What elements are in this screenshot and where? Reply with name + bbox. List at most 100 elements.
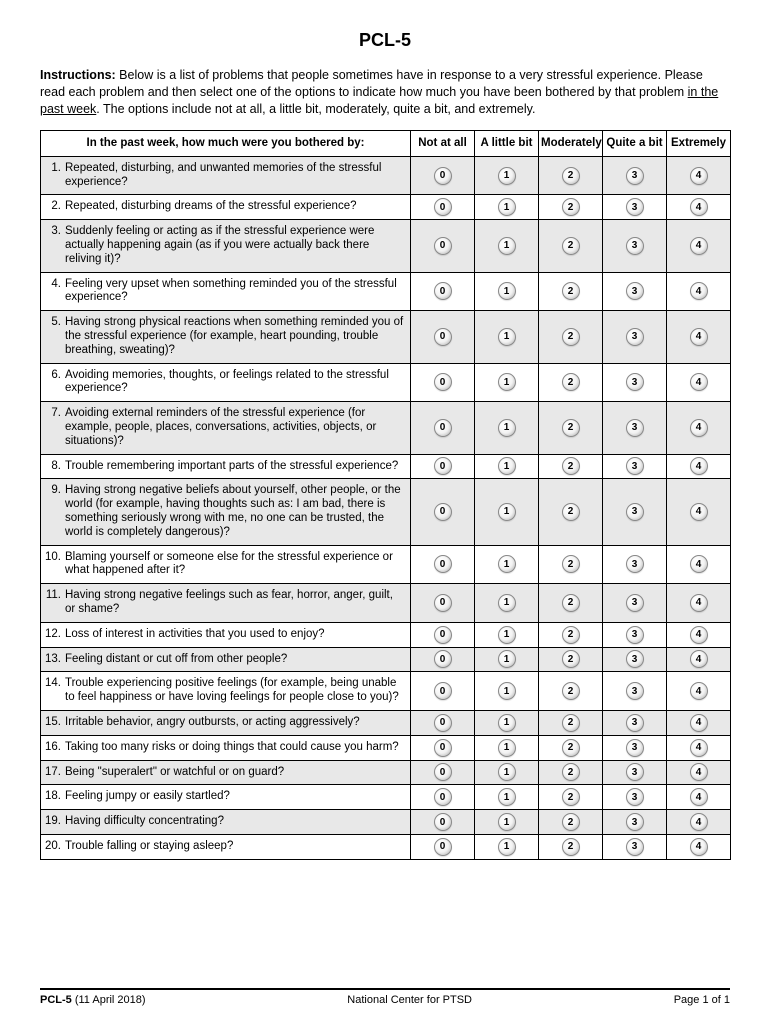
option-bubble-2[interactable]: 2 [562,457,580,475]
option-bubble-4[interactable]: 4 [690,682,708,700]
option-bubble-0[interactable]: 0 [434,788,452,806]
option-bubble-2[interactable]: 2 [562,237,580,255]
option-bubble-2[interactable]: 2 [562,714,580,732]
option-bubble-3[interactable]: 3 [626,328,644,346]
option-bubble-2[interactable]: 2 [562,763,580,781]
option-bubble-4[interactable]: 4 [690,328,708,346]
option-bubble-0[interactable]: 0 [434,594,452,612]
option-bubble-3[interactable]: 3 [626,813,644,831]
option-bubble-2[interactable]: 2 [562,373,580,391]
option-bubble-1[interactable]: 1 [498,714,516,732]
option-bubble-4[interactable]: 4 [690,457,708,475]
option-bubble-0[interactable]: 0 [434,503,452,521]
option-bubble-0[interactable]: 0 [434,838,452,856]
option-bubble-3[interactable]: 3 [626,682,644,700]
option-bubble-1[interactable]: 1 [498,813,516,831]
option-bubble-1[interactable]: 1 [498,739,516,757]
option-bubble-4[interactable]: 4 [690,739,708,757]
option-bubble-3[interactable]: 3 [626,419,644,437]
option-bubble-3[interactable]: 3 [626,714,644,732]
option-bubble-3[interactable]: 3 [626,739,644,757]
option-bubble-3[interactable]: 3 [626,167,644,185]
option-bubble-4[interactable]: 4 [690,788,708,806]
option-bubble-0[interactable]: 0 [434,167,452,185]
option-bubble-3[interactable]: 3 [626,457,644,475]
option-bubble-2[interactable]: 2 [562,503,580,521]
option-bubble-4[interactable]: 4 [690,714,708,732]
option-bubble-1[interactable]: 1 [498,419,516,437]
option-bubble-3[interactable]: 3 [626,198,644,216]
option-bubble-2[interactable]: 2 [562,594,580,612]
option-bubble-4[interactable]: 4 [690,237,708,255]
option-bubble-4[interactable]: 4 [690,763,708,781]
option-bubble-1[interactable]: 1 [498,373,516,391]
option-bubble-3[interactable]: 3 [626,503,644,521]
option-bubble-2[interactable]: 2 [562,788,580,806]
option-bubble-0[interactable]: 0 [434,763,452,781]
option-bubble-3[interactable]: 3 [626,555,644,573]
option-bubble-0[interactable]: 0 [434,373,452,391]
option-bubble-1[interactable]: 1 [498,682,516,700]
option-bubble-2[interactable]: 2 [562,419,580,437]
option-bubble-3[interactable]: 3 [626,650,644,668]
option-bubble-4[interactable]: 4 [690,650,708,668]
option-bubble-1[interactable]: 1 [498,198,516,216]
option-bubble-3[interactable]: 3 [626,626,644,644]
option-bubble-2[interactable]: 2 [562,838,580,856]
option-bubble-4[interactable]: 4 [690,813,708,831]
option-bubble-1[interactable]: 1 [498,626,516,644]
option-bubble-2[interactable]: 2 [562,813,580,831]
option-bubble-4[interactable]: 4 [690,419,708,437]
option-bubble-2[interactable]: 2 [562,198,580,216]
option-bubble-0[interactable]: 0 [434,555,452,573]
option-bubble-0[interactable]: 0 [434,714,452,732]
option-bubble-0[interactable]: 0 [434,198,452,216]
option-bubble-3[interactable]: 3 [626,594,644,612]
option-bubble-1[interactable]: 1 [498,328,516,346]
option-bubble-1[interactable]: 1 [498,503,516,521]
option-bubble-4[interactable]: 4 [690,555,708,573]
option-bubble-0[interactable]: 0 [434,419,452,437]
option-bubble-2[interactable]: 2 [562,328,580,346]
option-bubble-4[interactable]: 4 [690,373,708,391]
option-bubble-3[interactable]: 3 [626,838,644,856]
option-bubble-2[interactable]: 2 [562,626,580,644]
option-bubble-4[interactable]: 4 [690,838,708,856]
option-bubble-0[interactable]: 0 [434,626,452,644]
option-bubble-4[interactable]: 4 [690,503,708,521]
option-bubble-2[interactable]: 2 [562,739,580,757]
option-bubble-2[interactable]: 2 [562,282,580,300]
option-bubble-2[interactable]: 2 [562,167,580,185]
option-bubble-1[interactable]: 1 [498,788,516,806]
option-bubble-2[interactable]: 2 [562,682,580,700]
option-bubble-4[interactable]: 4 [690,594,708,612]
option-bubble-3[interactable]: 3 [626,282,644,300]
option-bubble-1[interactable]: 1 [498,457,516,475]
option-bubble-0[interactable]: 0 [434,682,452,700]
option-bubble-3[interactable]: 3 [626,237,644,255]
option-bubble-0[interactable]: 0 [434,237,452,255]
option-bubble-0[interactable]: 0 [434,650,452,668]
option-bubble-1[interactable]: 1 [498,555,516,573]
option-bubble-3[interactable]: 3 [626,373,644,391]
option-bubble-4[interactable]: 4 [690,198,708,216]
option-bubble-1[interactable]: 1 [498,167,516,185]
option-bubble-1[interactable]: 1 [498,282,516,300]
option-bubble-4[interactable]: 4 [690,626,708,644]
option-bubble-1[interactable]: 1 [498,594,516,612]
option-bubble-1[interactable]: 1 [498,763,516,781]
option-bubble-1[interactable]: 1 [498,237,516,255]
option-bubble-0[interactable]: 0 [434,457,452,475]
option-bubble-2[interactable]: 2 [562,555,580,573]
option-bubble-1[interactable]: 1 [498,838,516,856]
option-bubble-0[interactable]: 0 [434,813,452,831]
option-bubble-3[interactable]: 3 [626,763,644,781]
option-bubble-2[interactable]: 2 [562,650,580,668]
option-bubble-4[interactable]: 4 [690,167,708,185]
option-bubble-0[interactable]: 0 [434,328,452,346]
option-bubble-1[interactable]: 1 [498,650,516,668]
option-bubble-0[interactable]: 0 [434,739,452,757]
option-bubble-4[interactable]: 4 [690,282,708,300]
option-bubble-3[interactable]: 3 [626,788,644,806]
option-bubble-0[interactable]: 0 [434,282,452,300]
